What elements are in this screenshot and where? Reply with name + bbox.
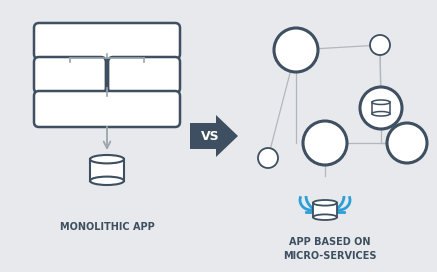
Circle shape bbox=[360, 87, 402, 129]
Circle shape bbox=[258, 148, 278, 168]
FancyBboxPatch shape bbox=[108, 57, 180, 93]
Polygon shape bbox=[313, 203, 337, 217]
Text: APP BASED ON
MICRO-SERVICES: APP BASED ON MICRO-SERVICES bbox=[283, 237, 377, 261]
Text: MONOLITHIC APP: MONOLITHIC APP bbox=[59, 222, 154, 232]
Circle shape bbox=[274, 28, 318, 72]
Polygon shape bbox=[372, 102, 390, 114]
FancyBboxPatch shape bbox=[34, 23, 180, 59]
Circle shape bbox=[387, 123, 427, 163]
FancyBboxPatch shape bbox=[34, 91, 180, 127]
Ellipse shape bbox=[313, 214, 337, 220]
Polygon shape bbox=[90, 159, 124, 181]
FancyBboxPatch shape bbox=[34, 57, 106, 93]
Ellipse shape bbox=[313, 200, 337, 206]
Polygon shape bbox=[190, 115, 238, 157]
Ellipse shape bbox=[90, 177, 124, 185]
Ellipse shape bbox=[372, 100, 390, 104]
Text: VS: VS bbox=[201, 129, 219, 143]
Circle shape bbox=[370, 35, 390, 55]
Ellipse shape bbox=[90, 155, 124, 163]
Ellipse shape bbox=[372, 112, 390, 116]
Circle shape bbox=[303, 121, 347, 165]
